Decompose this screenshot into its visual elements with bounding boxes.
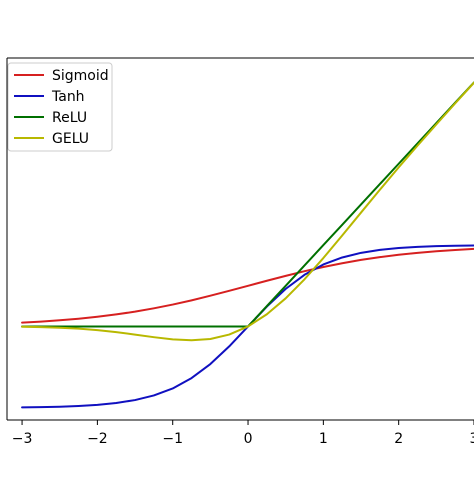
legend-box: [7, 62, 113, 152]
x-axis: −3 −2 −1 0 1 2 3: [12, 420, 474, 447]
x-tick-label: 1: [319, 431, 328, 447]
legend-label-sigmoid: Sigmoid: [52, 68, 109, 84]
series-line-gelu: [21, 81, 474, 342]
legend-label-relu: ReLU: [52, 110, 87, 126]
legend-label-gelu: GELU: [52, 131, 89, 147]
plot-frame: [6, 57, 474, 421]
x-tick-label: −1: [162, 431, 183, 447]
x-tick-label: 2: [394, 431, 403, 447]
legend: Sigmoid Tanh ReLU GELU: [7, 62, 113, 152]
series-line-sigmoid: [21, 247, 474, 324]
x-tick-label: −2: [87, 431, 108, 447]
x-tick-label: 3: [470, 431, 474, 447]
series-layer: [21, 81, 474, 409]
legend-label-tanh: Tanh: [51, 89, 85, 105]
x-tick-label: −3: [12, 431, 33, 447]
x-tick-label: 0: [244, 431, 253, 447]
